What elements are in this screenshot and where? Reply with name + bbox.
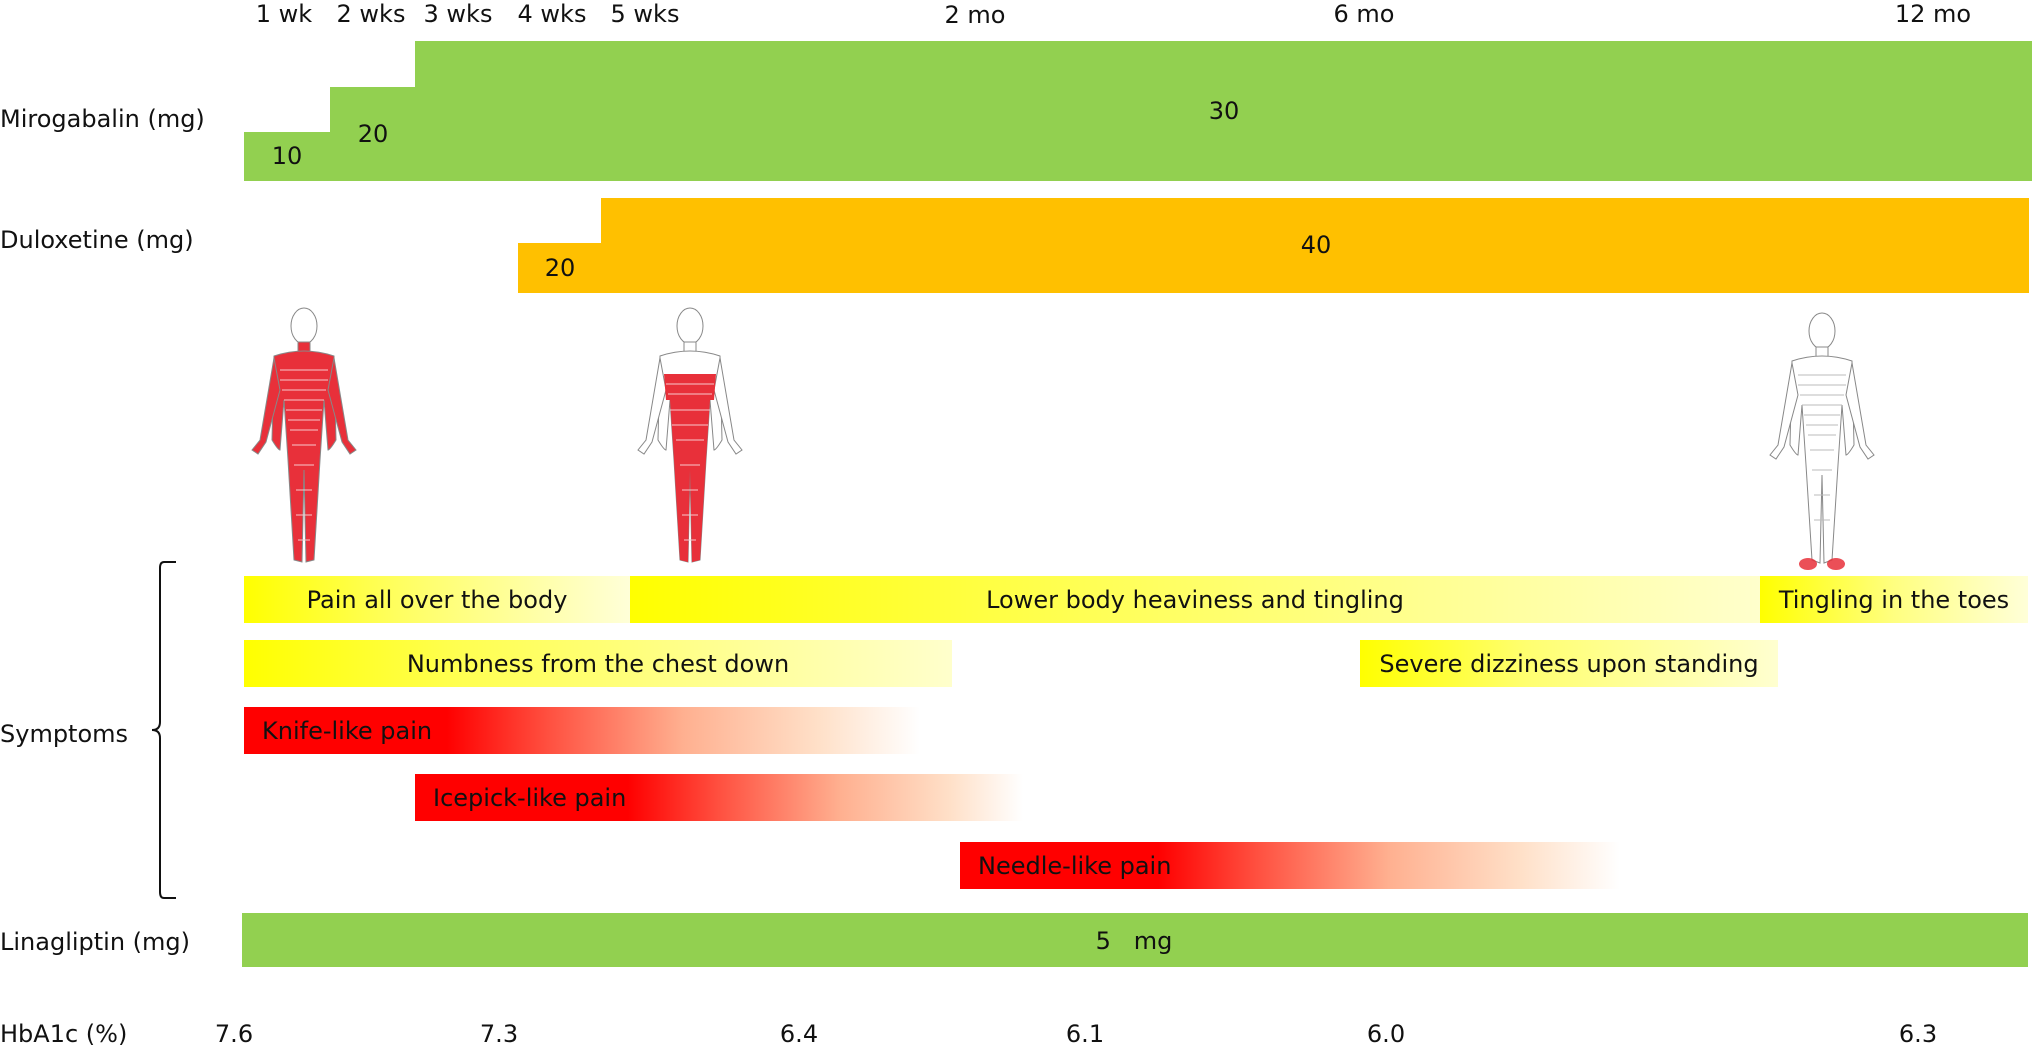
symptom-needle-like-pain: Needle-like pain [960, 842, 1620, 889]
tick-1wk: 1 wk [255, 0, 313, 28]
duloxetine-dose-step-2 [601, 198, 2029, 293]
symptom-knife-like-pain-text: Knife-like pain [262, 716, 433, 745]
symptoms-bracket [151, 561, 176, 899]
symptom-lower-body-heaviness: Lower body heaviness and tingling [630, 576, 1760, 623]
symptom-pain-all-over: Pain all over the body [244, 576, 630, 623]
hba1c-value-2: 7.3 [479, 1020, 519, 1048]
mirogabalin-dose-step-1 [244, 132, 332, 181]
symptom-needle-like-pain-text: Needle-like pain [978, 851, 1172, 880]
tick-3wks: 3 wks [423, 0, 493, 28]
hba1c-value-5: 6.0 [1366, 1020, 1406, 1048]
tick-4wks: 4 wks [517, 0, 587, 28]
symptom-tingling-toes-text: Tingling in the toes [1778, 585, 2010, 614]
duloxetine-dose-20: 20 [544, 254, 576, 282]
symptom-icepick-like-pain-text: Icepick-like pain [433, 783, 627, 812]
symptom-tingling-toes: Tingling in the toes [1760, 576, 2028, 623]
tick-2wks: 2 wks [336, 0, 406, 28]
hba1c-value-4: 6.1 [1065, 1020, 1105, 1048]
duloxetine-label: Duloxetine (mg) [0, 226, 194, 254]
hba1c-value-6: 6.3 [1898, 1020, 1938, 1048]
duloxetine-dose-40: 40 [1300, 231, 1332, 259]
tick-2mo: 2 mo [944, 1, 1006, 29]
hba1c-value-3: 6.4 [779, 1020, 819, 1048]
linagliptin-dose: 5 mg [1095, 927, 1173, 955]
symptom-numbness-chest-down: Numbness from the chest down [244, 640, 952, 687]
symptom-pain-all-over-text: Pain all over the body [306, 585, 568, 614]
mirogabalin-dose-20: 20 [357, 120, 389, 148]
toes-pain-figure-icon [1769, 312, 1875, 570]
symptom-knife-like-pain: Knife-like pain [244, 707, 920, 754]
lower-body-pain-figure-icon [637, 307, 743, 563]
symptom-icepick-like-pain: Icepick-like pain [415, 774, 1023, 821]
mirogabalin-label: Mirogabalin (mg) [0, 105, 205, 133]
hba1c-value-1: 7.6 [214, 1020, 254, 1048]
tick-6mo: 6 mo [1333, 0, 1395, 28]
symptom-numbness-chest-down-text: Numbness from the chest down [406, 649, 790, 678]
linagliptin-bar [242, 913, 2028, 967]
tick-5wks: 5 wks [610, 0, 680, 28]
mirogabalin-dose-30: 30 [1208, 97, 1240, 125]
symptom-severe-dizziness-text: Severe dizziness upon standing [1379, 649, 1759, 678]
tick-12mo: 12 mo [1894, 0, 1972, 28]
symptom-lower-body-heaviness-text: Lower body heaviness and tingling [986, 585, 1404, 614]
duloxetine-dose-step-1 [518, 243, 603, 293]
hba1c-label: HbA1c (%) [0, 1020, 128, 1048]
mirogabalin-dose-step-3 [415, 41, 2032, 181]
symptoms-label: Symptoms [0, 720, 129, 748]
mirogabalin-dose-step-2 [330, 87, 417, 181]
linagliptin-label: Linagliptin (mg) [0, 928, 191, 956]
full-body-pain-figure-icon [251, 307, 357, 563]
mirogabalin-dose-10: 10 [271, 142, 303, 170]
symptom-severe-dizziness: Severe dizziness upon standing [1360, 640, 1778, 687]
